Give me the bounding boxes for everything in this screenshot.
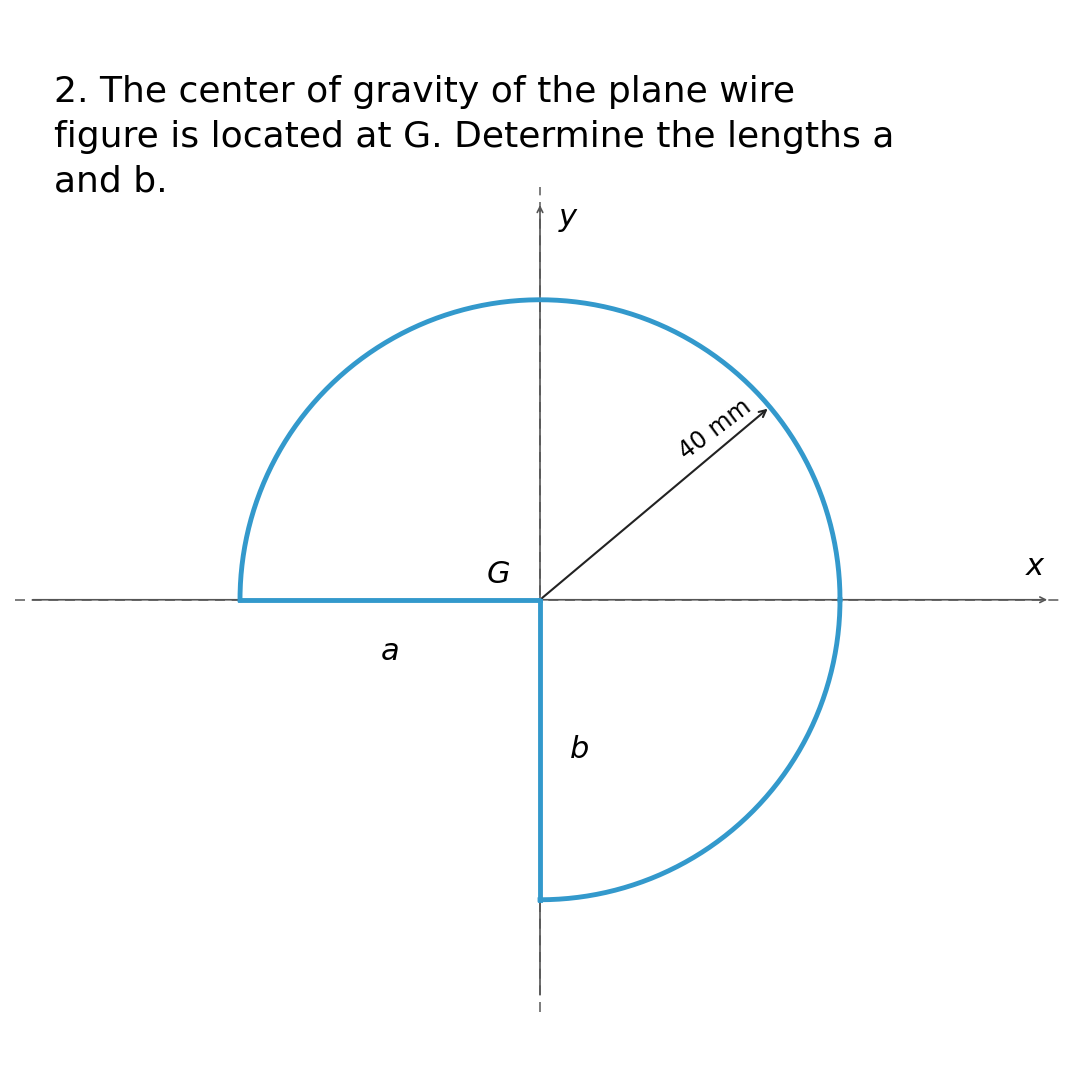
Text: 2. The center of gravity of the plane wire
figure is located at G. Determine the: 2. The center of gravity of the plane wi…: [54, 75, 894, 198]
Text: a: a: [380, 637, 400, 666]
Text: G: G: [486, 559, 510, 588]
Text: 40 mm: 40 mm: [674, 394, 756, 464]
Text: y: y: [558, 202, 577, 231]
Text: b: b: [570, 736, 590, 765]
Text: x: x: [1026, 552, 1044, 580]
